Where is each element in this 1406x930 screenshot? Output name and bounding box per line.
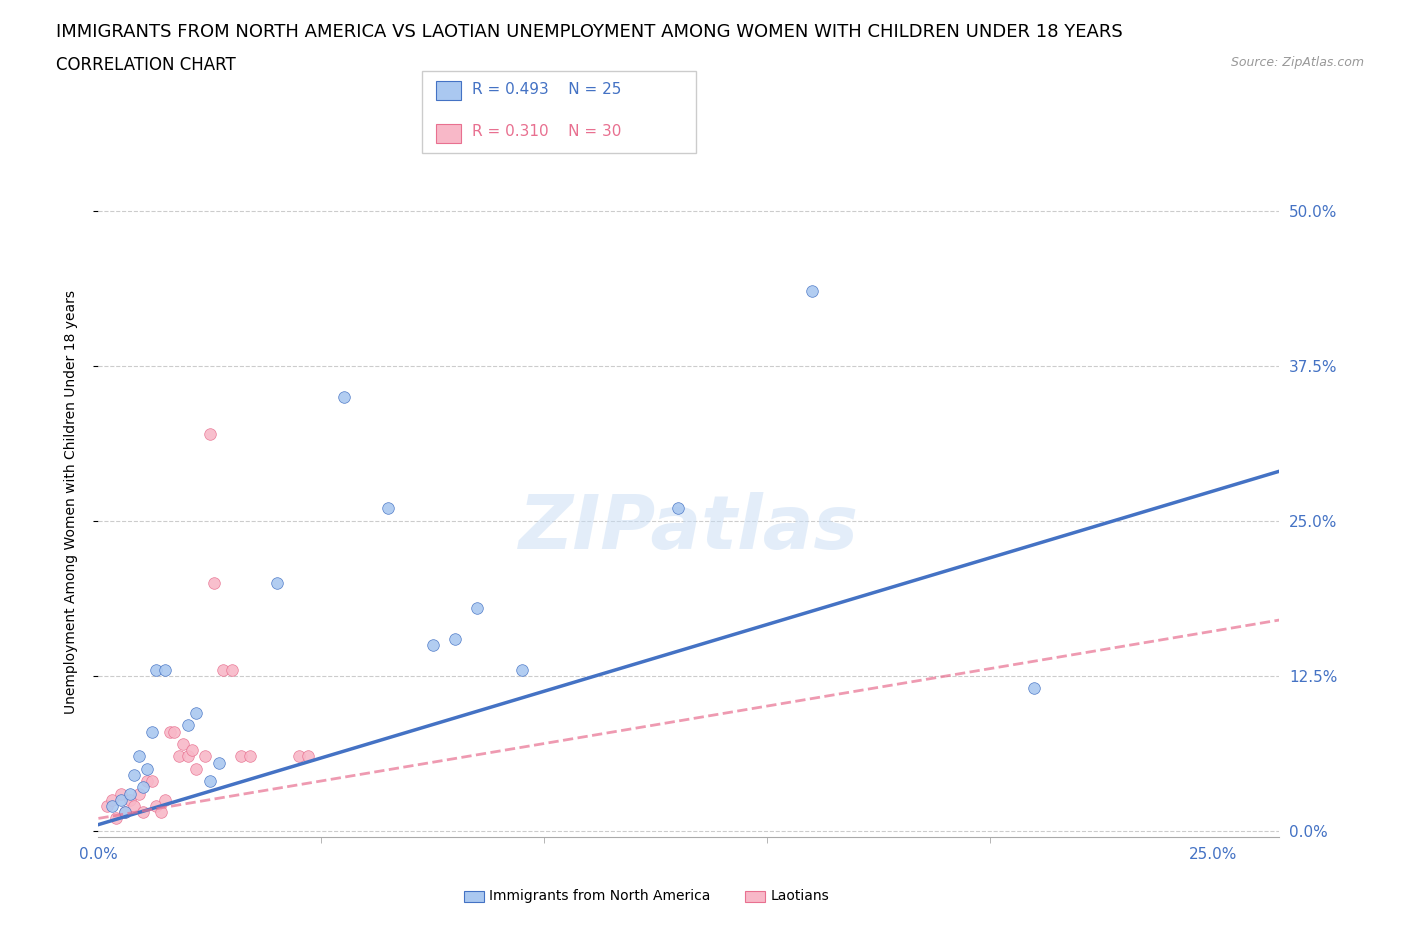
Y-axis label: Unemployment Among Women with Children Under 18 years: Unemployment Among Women with Children U…	[63, 290, 77, 714]
Point	[128, 749, 150, 764]
Point	[198, 427, 221, 442]
Point	[666, 501, 689, 516]
Text: Laotians: Laotians	[770, 889, 830, 903]
Point	[96, 799, 118, 814]
Point	[172, 737, 194, 751]
Point	[181, 743, 204, 758]
Point	[141, 774, 163, 789]
Point	[145, 799, 167, 814]
Point	[332, 390, 354, 405]
Point	[101, 792, 124, 807]
Point	[110, 792, 132, 807]
Point	[132, 780, 155, 795]
Point	[122, 767, 145, 782]
Point	[239, 749, 262, 764]
Point	[176, 718, 198, 733]
Point	[114, 804, 136, 819]
Point	[465, 600, 488, 615]
Point	[167, 749, 190, 764]
Point	[800, 284, 823, 299]
Point	[202, 576, 225, 591]
Point	[105, 811, 128, 826]
Point	[1024, 681, 1046, 696]
Point	[208, 755, 231, 770]
Point	[101, 799, 124, 814]
Point	[510, 662, 533, 677]
Point	[136, 762, 159, 777]
Text: CORRELATION CHART: CORRELATION CHART	[56, 56, 236, 73]
Point	[110, 786, 132, 801]
Point	[155, 792, 177, 807]
Point	[194, 749, 217, 764]
Point	[149, 804, 172, 819]
Point	[132, 804, 155, 819]
Point	[114, 804, 136, 819]
Point	[145, 662, 167, 677]
Point	[118, 792, 141, 807]
Point	[212, 662, 235, 677]
Point	[141, 724, 163, 739]
Point	[297, 749, 319, 764]
Point	[176, 749, 198, 764]
Point	[422, 637, 444, 652]
Point	[155, 662, 177, 677]
Point	[444, 631, 467, 646]
Point	[198, 774, 221, 789]
Point	[221, 662, 243, 677]
Text: R = 0.493    N = 25: R = 0.493 N = 25	[472, 82, 621, 97]
Point	[128, 786, 150, 801]
Text: R = 0.310    N = 30: R = 0.310 N = 30	[472, 125, 621, 140]
Text: ZIPatlas: ZIPatlas	[519, 493, 859, 565]
Point	[136, 774, 159, 789]
Point	[118, 786, 141, 801]
Point	[122, 799, 145, 814]
Text: Source: ZipAtlas.com: Source: ZipAtlas.com	[1230, 56, 1364, 69]
Point	[377, 501, 399, 516]
Text: Immigrants from North America: Immigrants from North America	[489, 889, 710, 903]
Point	[163, 724, 186, 739]
Point	[159, 724, 181, 739]
Point	[266, 576, 288, 591]
Point	[186, 762, 208, 777]
Point	[186, 706, 208, 721]
Point	[288, 749, 311, 764]
Point	[229, 749, 252, 764]
Text: IMMIGRANTS FROM NORTH AMERICA VS LAOTIAN UNEMPLOYMENT AMONG WOMEN WITH CHILDREN : IMMIGRANTS FROM NORTH AMERICA VS LAOTIAN…	[56, 23, 1123, 41]
